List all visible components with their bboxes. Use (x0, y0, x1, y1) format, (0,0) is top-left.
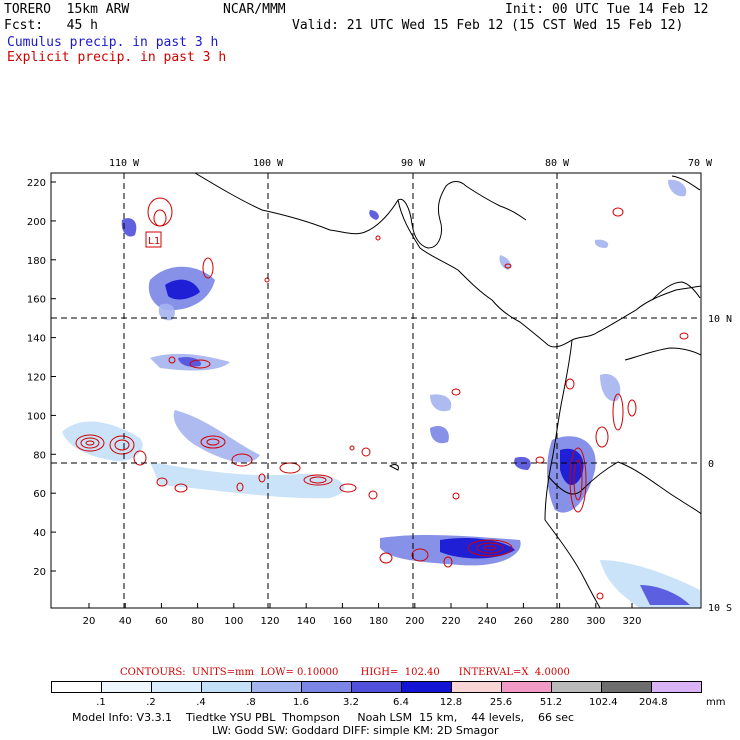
forecast-hour: Fcst: 45 h (4, 18, 98, 33)
colorbar-swatch (451, 681, 502, 693)
left-axis: 220 200 180 160 140 120 100 80 60 40 20 (27, 178, 56, 578)
colorbar-swatch (351, 681, 402, 693)
colorbar-swatch (101, 681, 152, 693)
colorbar-value: 1.6 (293, 697, 309, 708)
lat-label-10n: 10 N (708, 314, 732, 325)
bottom-tick-label: 180 (369, 616, 388, 627)
bottom-tick-label: 20 (83, 616, 96, 627)
coastlines (194, 173, 701, 608)
model-info: Model Info: V3.3.1 Tiedtke YSU PBL Thomp… (72, 711, 575, 724)
colorbar-value: 12.8 (439, 697, 463, 708)
colorbar-value: 25.6 (489, 697, 513, 708)
lat-label-0: 0 (708, 459, 714, 470)
colorbar-swatch (601, 681, 652, 693)
lon-label-100w: 100 W (253, 158, 284, 169)
latlon-grid (51, 173, 701, 608)
bottom-tick-label: 240 (478, 616, 497, 627)
model-info-physics: LW: Godd SW: Goddard DIFF: simple KM: 2D… (212, 724, 499, 737)
lon-label-80w: 80 W (545, 158, 570, 169)
contour-info: CONTOURS: UNITS=mm LOW= 0.10000 HIGH= 10… (120, 667, 570, 678)
bottom-tick-label: 80 (191, 616, 204, 627)
bottom-tick-label: 100 (224, 616, 243, 627)
bottom-tick-label: 40 (119, 616, 132, 627)
box-label: L1 (148, 236, 160, 247)
lon-label-90w: 90 W (401, 158, 426, 169)
left-tick-label: 60 (33, 489, 46, 500)
bottom-tick-label: 280 (550, 616, 569, 627)
colorbar-value: 51.2 (539, 697, 563, 708)
left-tick-label: 20 (33, 567, 46, 578)
explicit-legend: Explicit precip. in past 3 h (7, 50, 227, 65)
bottom-tick-label: 60 (155, 616, 168, 627)
org-label: NCAR/MMM (223, 2, 286, 17)
colorbar-value: .4 (196, 697, 206, 708)
colorbar-value: .2 (146, 697, 156, 708)
colorbar-swatch (401, 681, 452, 693)
colorbar-value: .1 (96, 697, 106, 708)
lon-label-70w: 70 W (688, 158, 713, 169)
map-frame (50, 172, 702, 609)
bottom-tick-label: 260 (514, 616, 533, 627)
left-tick-label: 120 (27, 373, 46, 384)
colorbar-value: 3.2 (343, 697, 359, 708)
bottom-tick-label: 220 (441, 616, 460, 627)
left-tick-label: 200 (27, 217, 46, 228)
colorbar-swatch (651, 681, 702, 693)
colorbar-swatch (551, 681, 602, 693)
lon-label-110w: 110 W (109, 158, 140, 169)
bottom-tick-label: 320 (622, 616, 641, 627)
colorbar-value: 204.8 (639, 697, 668, 708)
left-tick-label: 180 (27, 256, 46, 267)
explicit-contours (75, 197, 689, 600)
bottom-axis: 20 40 60 80 100 120 140 160 180 200 220 240 260 280 30… (83, 603, 642, 627)
colorbar-swatch (201, 681, 252, 693)
left-tick-label: 140 (27, 334, 46, 345)
colorbar-swatch (501, 681, 552, 693)
left-tick-label: 100 (27, 411, 46, 422)
bottom-tick-label: 120 (260, 616, 279, 627)
bottom-tick-label: 160 (333, 616, 352, 627)
left-tick-label: 80 (33, 450, 46, 461)
init-time: Init: 00 UTC Tue 14 Feb 12 (505, 2, 709, 17)
colorbar-value: 102.4 (589, 697, 618, 708)
left-tick-label: 220 (27, 178, 46, 189)
bottom-tick-label: 300 (586, 616, 605, 627)
model-title: TORERO 15km ARW (4, 2, 130, 17)
colorbar-swatch (301, 681, 352, 693)
colorbar-swatch (151, 681, 202, 693)
map-field (62, 173, 701, 608)
left-tick-label: 160 (27, 295, 46, 306)
bottom-tick-label: 200 (405, 616, 424, 627)
lat-label-10s: 10 S (708, 603, 732, 614)
colorbar-swatch (51, 681, 102, 693)
valid-time: Valid: 21 UTC Wed 15 Feb 12 (15 CST Wed … (292, 18, 684, 33)
colorbar-value: .8 (246, 697, 256, 708)
colorbar-swatch (251, 681, 302, 693)
colorbar-units: mm (706, 697, 726, 708)
colorbar-value: 6.4 (393, 697, 409, 708)
bottom-tick-label: 140 (297, 616, 316, 627)
cumulus-legend: Cumulus precip. in past 3 h (7, 35, 219, 50)
left-tick-label: 40 (33, 528, 46, 539)
